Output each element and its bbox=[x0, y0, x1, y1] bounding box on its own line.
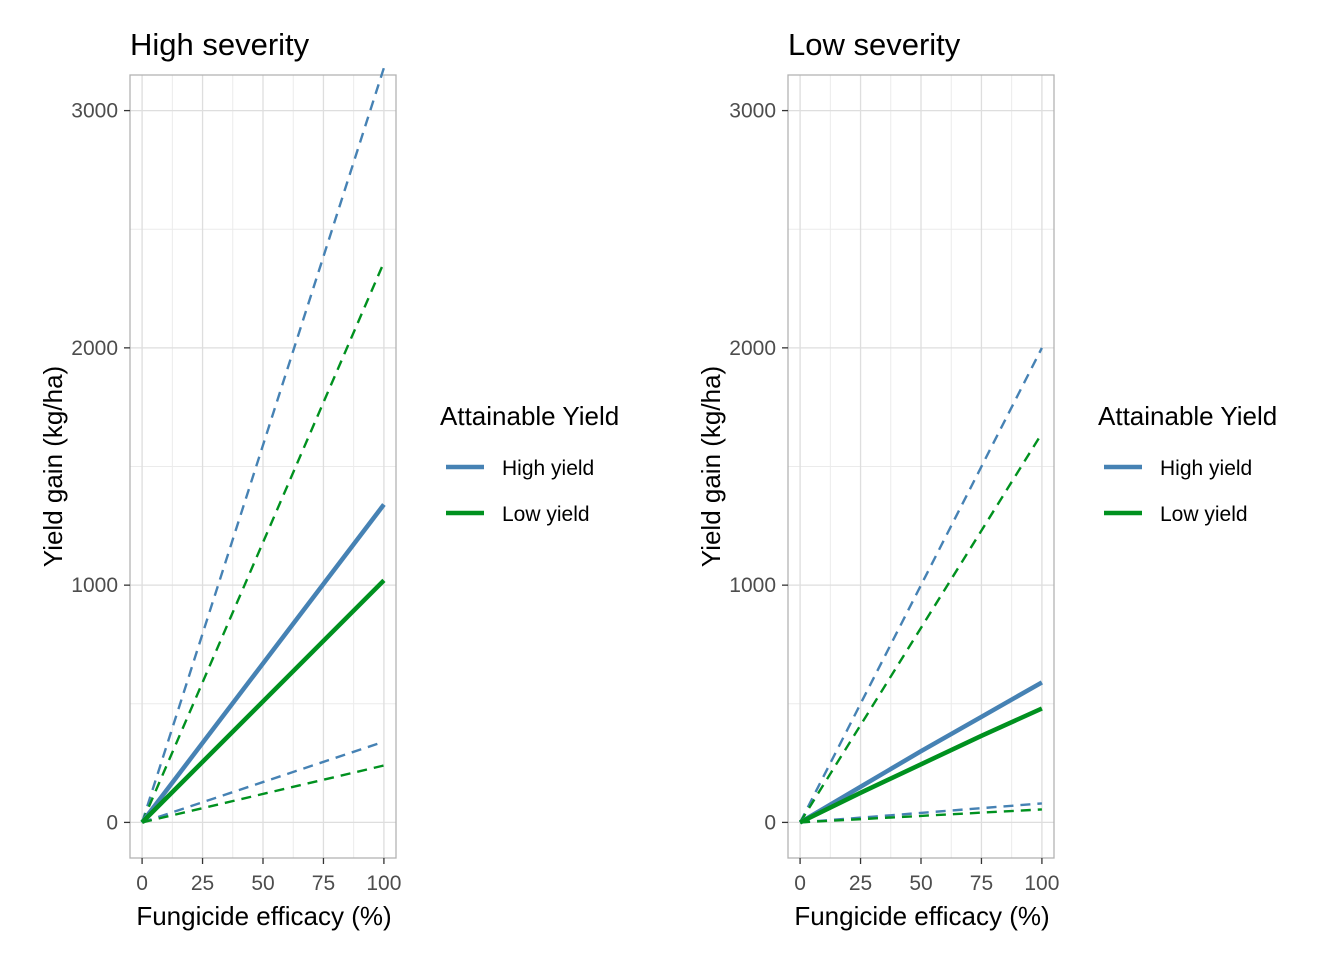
x-tick-label: 75 bbox=[312, 872, 335, 895]
series-line-high-yield-dashed bbox=[799, 347, 1043, 823]
legend-label: High yield bbox=[502, 457, 594, 480]
series-line-low-yield-dashed bbox=[141, 764, 385, 824]
series-line-high-yield-solid bbox=[140, 503, 386, 824]
series-line-low-yield-dashed bbox=[799, 432, 1043, 824]
x-tick-label: 25 bbox=[849, 872, 872, 895]
y-axis-title: Yield gain (kg/ha) bbox=[696, 366, 726, 567]
x-tick-label: 25 bbox=[191, 872, 214, 895]
legend-label: High yield bbox=[1160, 457, 1252, 480]
chart-title: Low severity bbox=[788, 27, 961, 62]
legend: Attainable Yield High yield Low yield bbox=[440, 401, 619, 526]
series-line-low-yield-solid bbox=[799, 706, 1043, 825]
y-tick-label: 1000 bbox=[729, 574, 776, 597]
legend-title: Attainable Yield bbox=[440, 401, 619, 431]
legend-label: Low yield bbox=[1160, 503, 1248, 526]
y-tick-label: 0 bbox=[106, 811, 118, 834]
x-tick-label: 0 bbox=[794, 872, 806, 895]
y-tick-label: 2000 bbox=[71, 337, 118, 360]
x-tick-label: 100 bbox=[1024, 872, 1059, 895]
series-line-low-yield-dashed bbox=[800, 808, 1042, 824]
chart-title: High severity bbox=[130, 27, 310, 62]
x-tick-label: 50 bbox=[909, 872, 932, 895]
y-tick-label: 0 bbox=[764, 811, 776, 834]
x-tick-label: 50 bbox=[251, 872, 274, 895]
y-tick-label: 2000 bbox=[729, 337, 776, 360]
x-axis-title: Fungicide efficacy (%) bbox=[794, 901, 1049, 931]
y-tick-label: 3000 bbox=[729, 100, 776, 123]
x-tick-label: 0 bbox=[136, 872, 148, 895]
x-axis-title: Fungicide efficacy (%) bbox=[136, 901, 391, 931]
series-line-high-yield-dashed bbox=[140, 67, 386, 823]
series-line-high-yield-solid bbox=[798, 680, 1044, 825]
y-tick-label: 3000 bbox=[71, 100, 118, 123]
series-line-low-yield-solid bbox=[140, 578, 386, 824]
series-line-high-yield-dashed bbox=[141, 740, 385, 824]
legend: Attainable Yield High yield Low yield bbox=[1098, 401, 1277, 526]
legend-title: Attainable Yield bbox=[1098, 401, 1277, 431]
y-tick-label: 1000 bbox=[71, 574, 118, 597]
x-tick-label: 100 bbox=[366, 872, 401, 895]
y-axis-title: Yield gain (kg/ha) bbox=[38, 366, 68, 567]
legend-label: Low yield bbox=[502, 503, 590, 526]
x-tick-label: 75 bbox=[970, 872, 993, 895]
